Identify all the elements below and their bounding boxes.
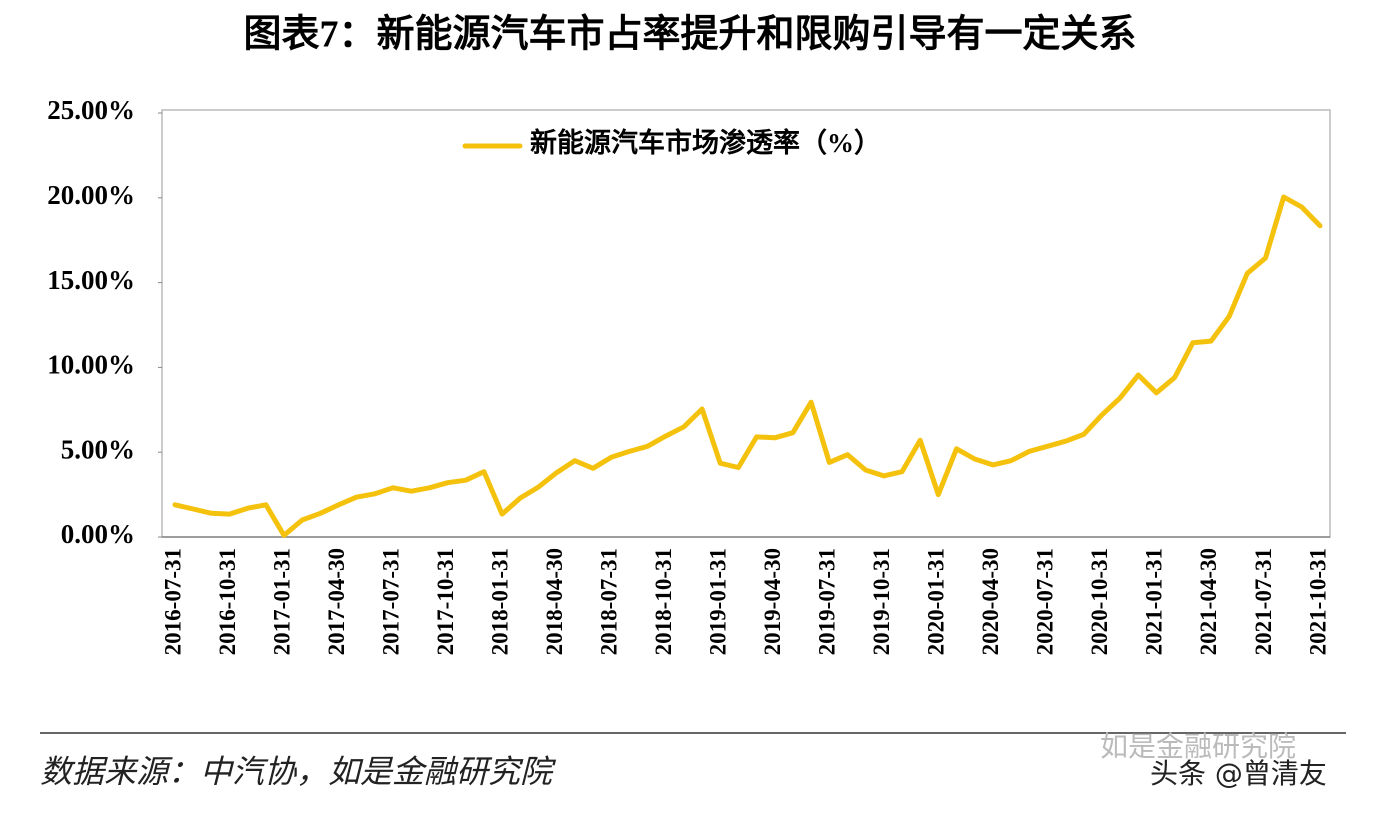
x-tick-label: 2021-01-31 (1142, 548, 1167, 655)
y-tick-label: 25.00% (47, 95, 135, 125)
legend-label: 新能源汽车市场渗透率（%） (530, 127, 881, 158)
x-tick-label: 2018-07-31 (596, 548, 621, 655)
source-note: 数据来源：中汽协，如是金融研究院 (40, 753, 557, 789)
x-tick-label: 2020-10-31 (1087, 548, 1112, 655)
x-tick-label: 2019-10-31 (869, 548, 894, 655)
x-tick-label: 2017-10-31 (433, 548, 458, 655)
chart-title: 图表7：新能源汽车市占率提升和限购引导有一定关系 (243, 14, 1136, 56)
x-tick-label: 2020-01-31 (924, 548, 949, 655)
y-tick-label: 10.00% (47, 350, 135, 380)
x-tick-label: 2016-07-31 (160, 548, 185, 655)
x-tick-label: 2016-10-31 (215, 548, 240, 655)
x-tick-label: 2021-10-31 (1305, 548, 1330, 655)
x-tick-label: 2020-07-31 (1033, 548, 1058, 655)
x-tick-label: 2019-01-31 (706, 548, 731, 655)
x-tick-label: 2020-04-30 (978, 548, 1003, 655)
y-tick-label: 0.00% (61, 519, 135, 549)
watermark: 如是金融研究院 (1100, 730, 1296, 763)
x-tick-label: 2019-07-31 (815, 548, 840, 655)
x-tick-label: 2018-04-30 (542, 548, 567, 655)
x-tick-label: 2017-01-31 (269, 548, 294, 655)
watermark: 头条 @曾清友 (1150, 757, 1327, 790)
data-line (172, 194, 1323, 538)
y-tick-label: 5.00% (61, 434, 135, 464)
x-tick-label: 2018-10-31 (651, 548, 676, 655)
x-tick-label: 2019-04-30 (760, 548, 785, 655)
y-tick-label: 20.00% (47, 180, 135, 210)
y-tick-label: 15.00% (47, 265, 135, 295)
x-tick-label: 2017-07-31 (378, 548, 403, 655)
x-tick-label: 2021-04-30 (1196, 548, 1221, 655)
x-tick-label: 2021-07-31 (1251, 548, 1276, 655)
x-tick-label: 2018-01-31 (487, 548, 512, 655)
x-tick-label: 2017-04-30 (324, 548, 349, 655)
plot-frame (161, 109, 1331, 538)
